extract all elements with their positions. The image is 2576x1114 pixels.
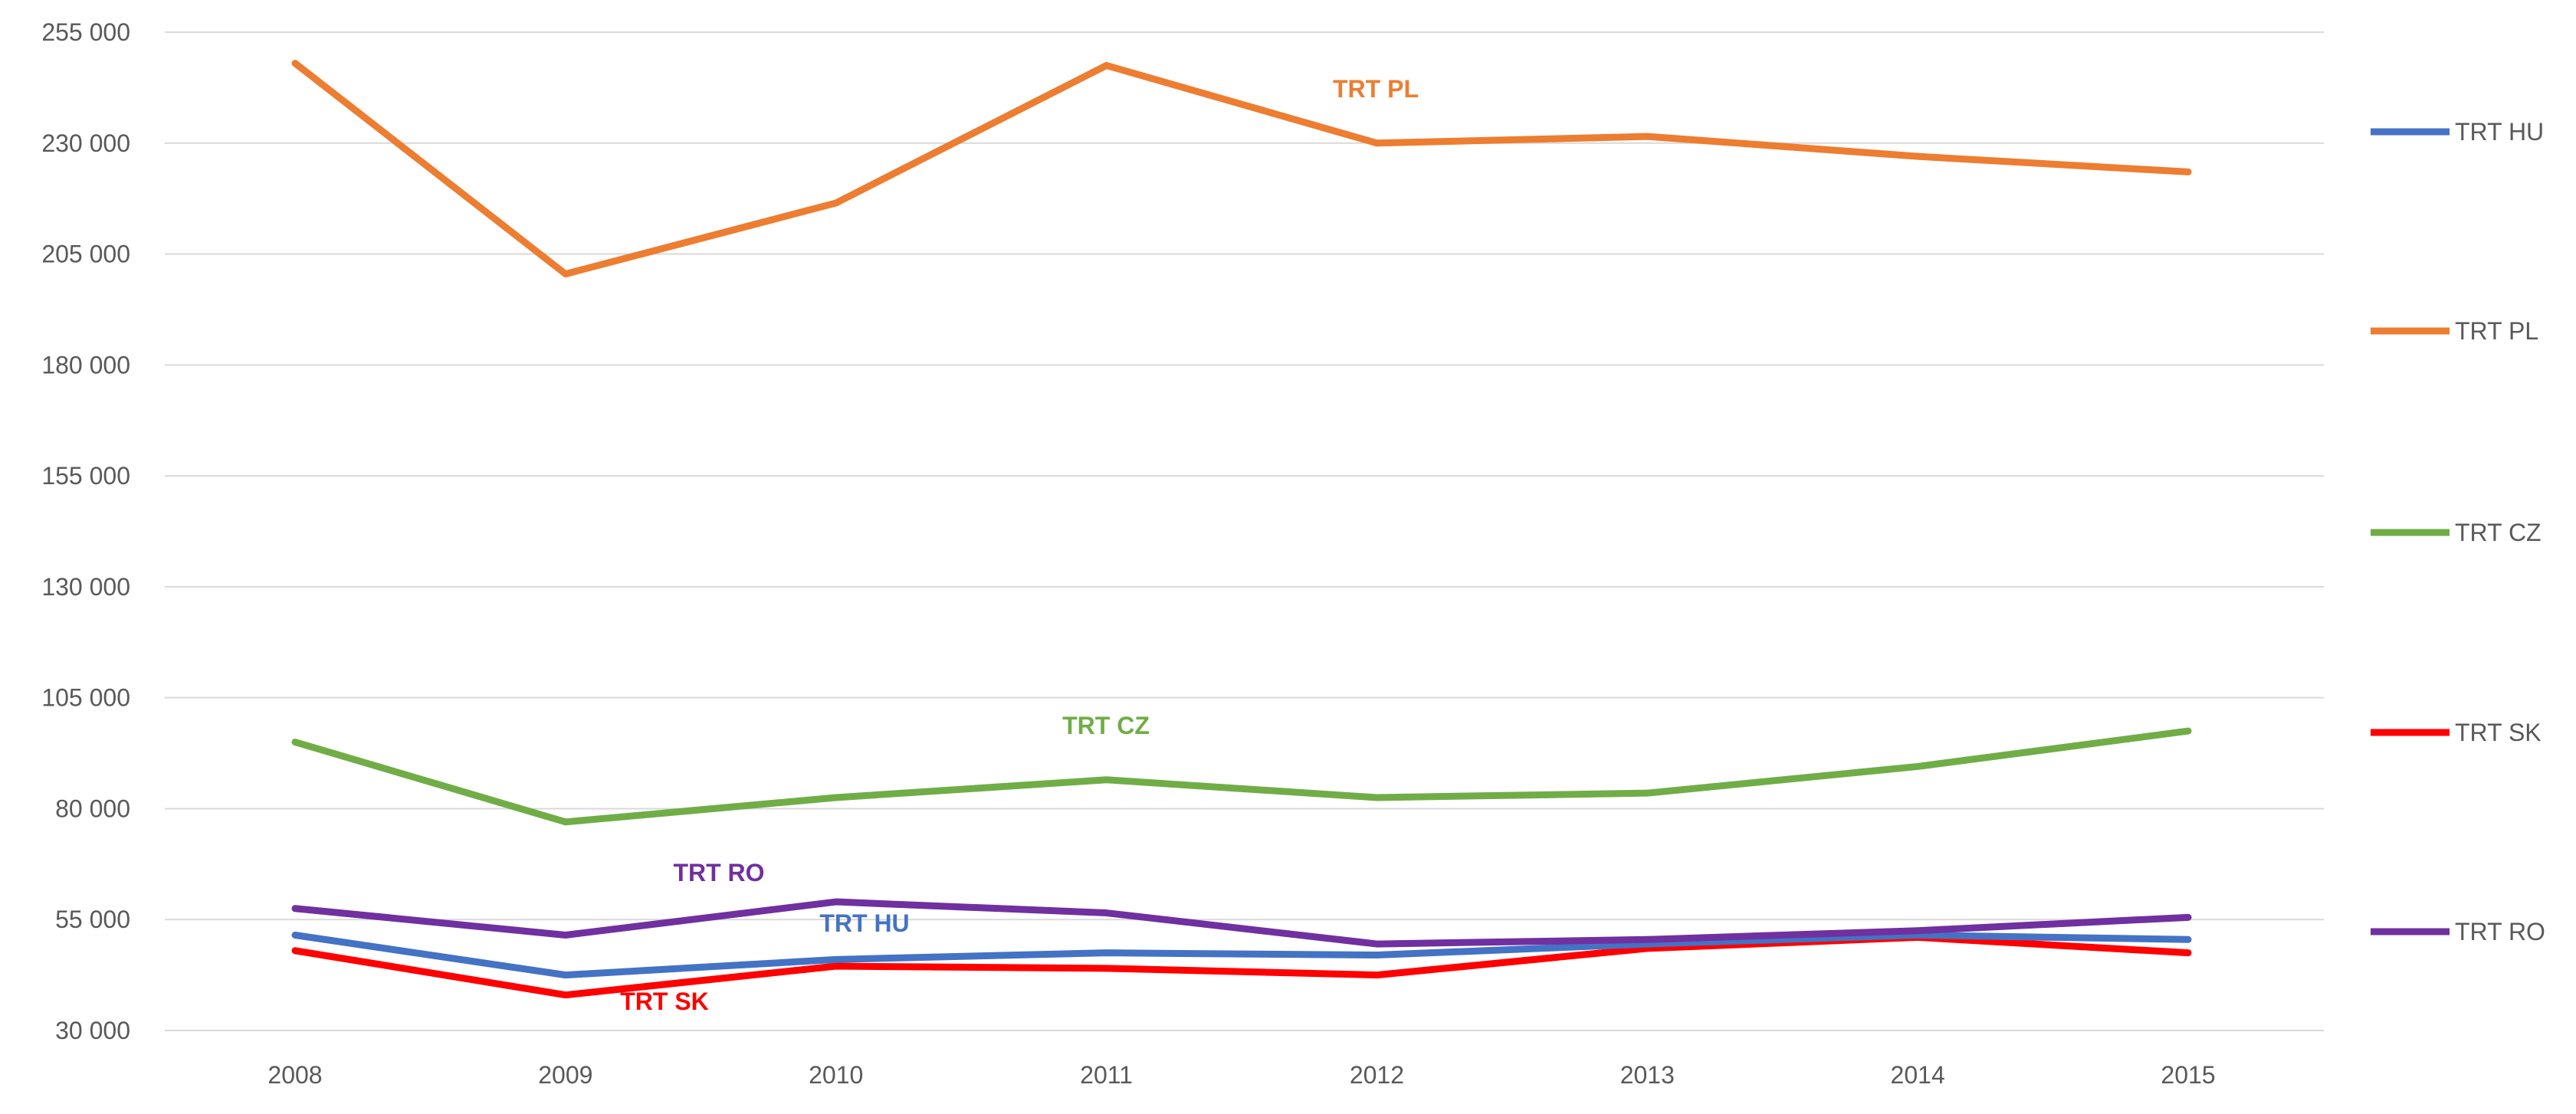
series-line-cz xyxy=(291,727,2192,826)
series-sk xyxy=(291,933,2192,999)
data-point-pl xyxy=(294,63,296,64)
y-tick-label: 155 000 xyxy=(41,462,130,490)
x-tick-label: 2012 xyxy=(1350,1061,1404,1089)
data-point-pl xyxy=(1646,136,1648,137)
data-point-sk xyxy=(1646,948,1648,949)
data-point-pl xyxy=(1106,64,1108,66)
legend-item-sk: TRT SK xyxy=(2371,719,2542,746)
gridlines xyxy=(165,31,2324,1031)
y-tick-label: 105 000 xyxy=(41,684,130,712)
data-point-ro xyxy=(1106,912,1108,914)
data-point-sk xyxy=(294,950,296,952)
x-tick-label: 2011 xyxy=(1080,1061,1133,1089)
data-point-hu xyxy=(2187,939,2189,940)
x-tick-label: 2010 xyxy=(809,1061,863,1089)
series-line-sk xyxy=(291,933,2192,999)
data-point-ro xyxy=(294,908,296,909)
legend-label-hu: TRT HU xyxy=(2455,118,2544,146)
data-point-ro xyxy=(835,901,837,903)
data-point-ro xyxy=(2187,916,2189,918)
y-tick-label: 180 000 xyxy=(41,351,130,378)
x-tick-label: 2008 xyxy=(267,1061,322,1089)
data-point-cz xyxy=(835,797,837,798)
data-point-ro xyxy=(1646,939,1648,940)
series-cz xyxy=(291,727,2192,826)
legend-item-hu: TRT HU xyxy=(2371,118,2544,146)
legend-label-cz: TRT CZ xyxy=(2455,519,2542,546)
y-tick-label: 205 000 xyxy=(41,241,130,268)
data-point-cz xyxy=(565,821,566,823)
y-tick-label: 255 000 xyxy=(41,18,130,46)
y-tick-label: 80 000 xyxy=(55,795,130,822)
y-axis-tick-labels: 30 000 55 000 80 000 105 000 130 000 155 000 1… xyxy=(41,18,130,1044)
annotation-sk: TRT SK xyxy=(620,988,709,1015)
data-point-cz xyxy=(1106,779,1108,781)
data-point-cz xyxy=(2187,730,2189,732)
x-axis-tick-labels: 2008 2009 2010 2011 2012 2013 2014 2015 xyxy=(267,1061,2215,1089)
legend-label-ro: TRT RO xyxy=(2455,918,2545,945)
x-tick-label: 2009 xyxy=(538,1061,592,1089)
annotation-pl: TRT PL xyxy=(1333,75,1419,103)
x-tick-label: 2013 xyxy=(1620,1061,1675,1089)
annotation-cz: TRT CZ xyxy=(1062,712,1150,739)
series-line-hu xyxy=(291,931,2192,979)
annotation-ro: TRT RO xyxy=(673,859,764,886)
data-point-hu xyxy=(835,958,837,960)
series-annotations: TRT PL TRT CZ TRT RO TRT HU TRT SK xyxy=(620,75,1419,1015)
x-tick-label: 2014 xyxy=(1891,1061,1945,1089)
legend: TRT HU TRT PL TRT CZ TRT SK TRT RO xyxy=(2371,118,2545,945)
legend-item-pl: TRT PL xyxy=(2371,317,2538,345)
data-point-pl xyxy=(835,202,837,204)
legend-label-pl: TRT PL xyxy=(2455,317,2538,345)
series-ro xyxy=(291,898,2192,948)
y-tick-label: 55 000 xyxy=(55,906,130,933)
legend-item-cz: TRT CZ xyxy=(2371,519,2542,546)
series-hu xyxy=(291,931,2192,979)
series-line-ro xyxy=(291,898,2192,948)
series-line-pl xyxy=(291,60,2192,278)
y-tick-label: 30 000 xyxy=(55,1017,130,1044)
data-point-cz xyxy=(1646,792,1648,794)
data-point-sk xyxy=(2187,952,2189,954)
annotation-hu: TRT HU xyxy=(819,909,909,937)
series-lines xyxy=(291,60,2192,999)
data-point-sk xyxy=(565,994,566,996)
y-tick-label: 130 000 xyxy=(41,573,130,601)
series-pl xyxy=(291,60,2192,278)
legend-label-sk: TRT SK xyxy=(2455,719,2542,746)
y-tick-label: 230 000 xyxy=(41,129,130,157)
data-point-hu xyxy=(1106,952,1108,954)
x-tick-label: 2015 xyxy=(2161,1061,2215,1089)
legend-item-ro: TRT RO xyxy=(2371,918,2545,945)
data-point-sk xyxy=(835,965,837,967)
data-point-hu xyxy=(1646,943,1648,945)
